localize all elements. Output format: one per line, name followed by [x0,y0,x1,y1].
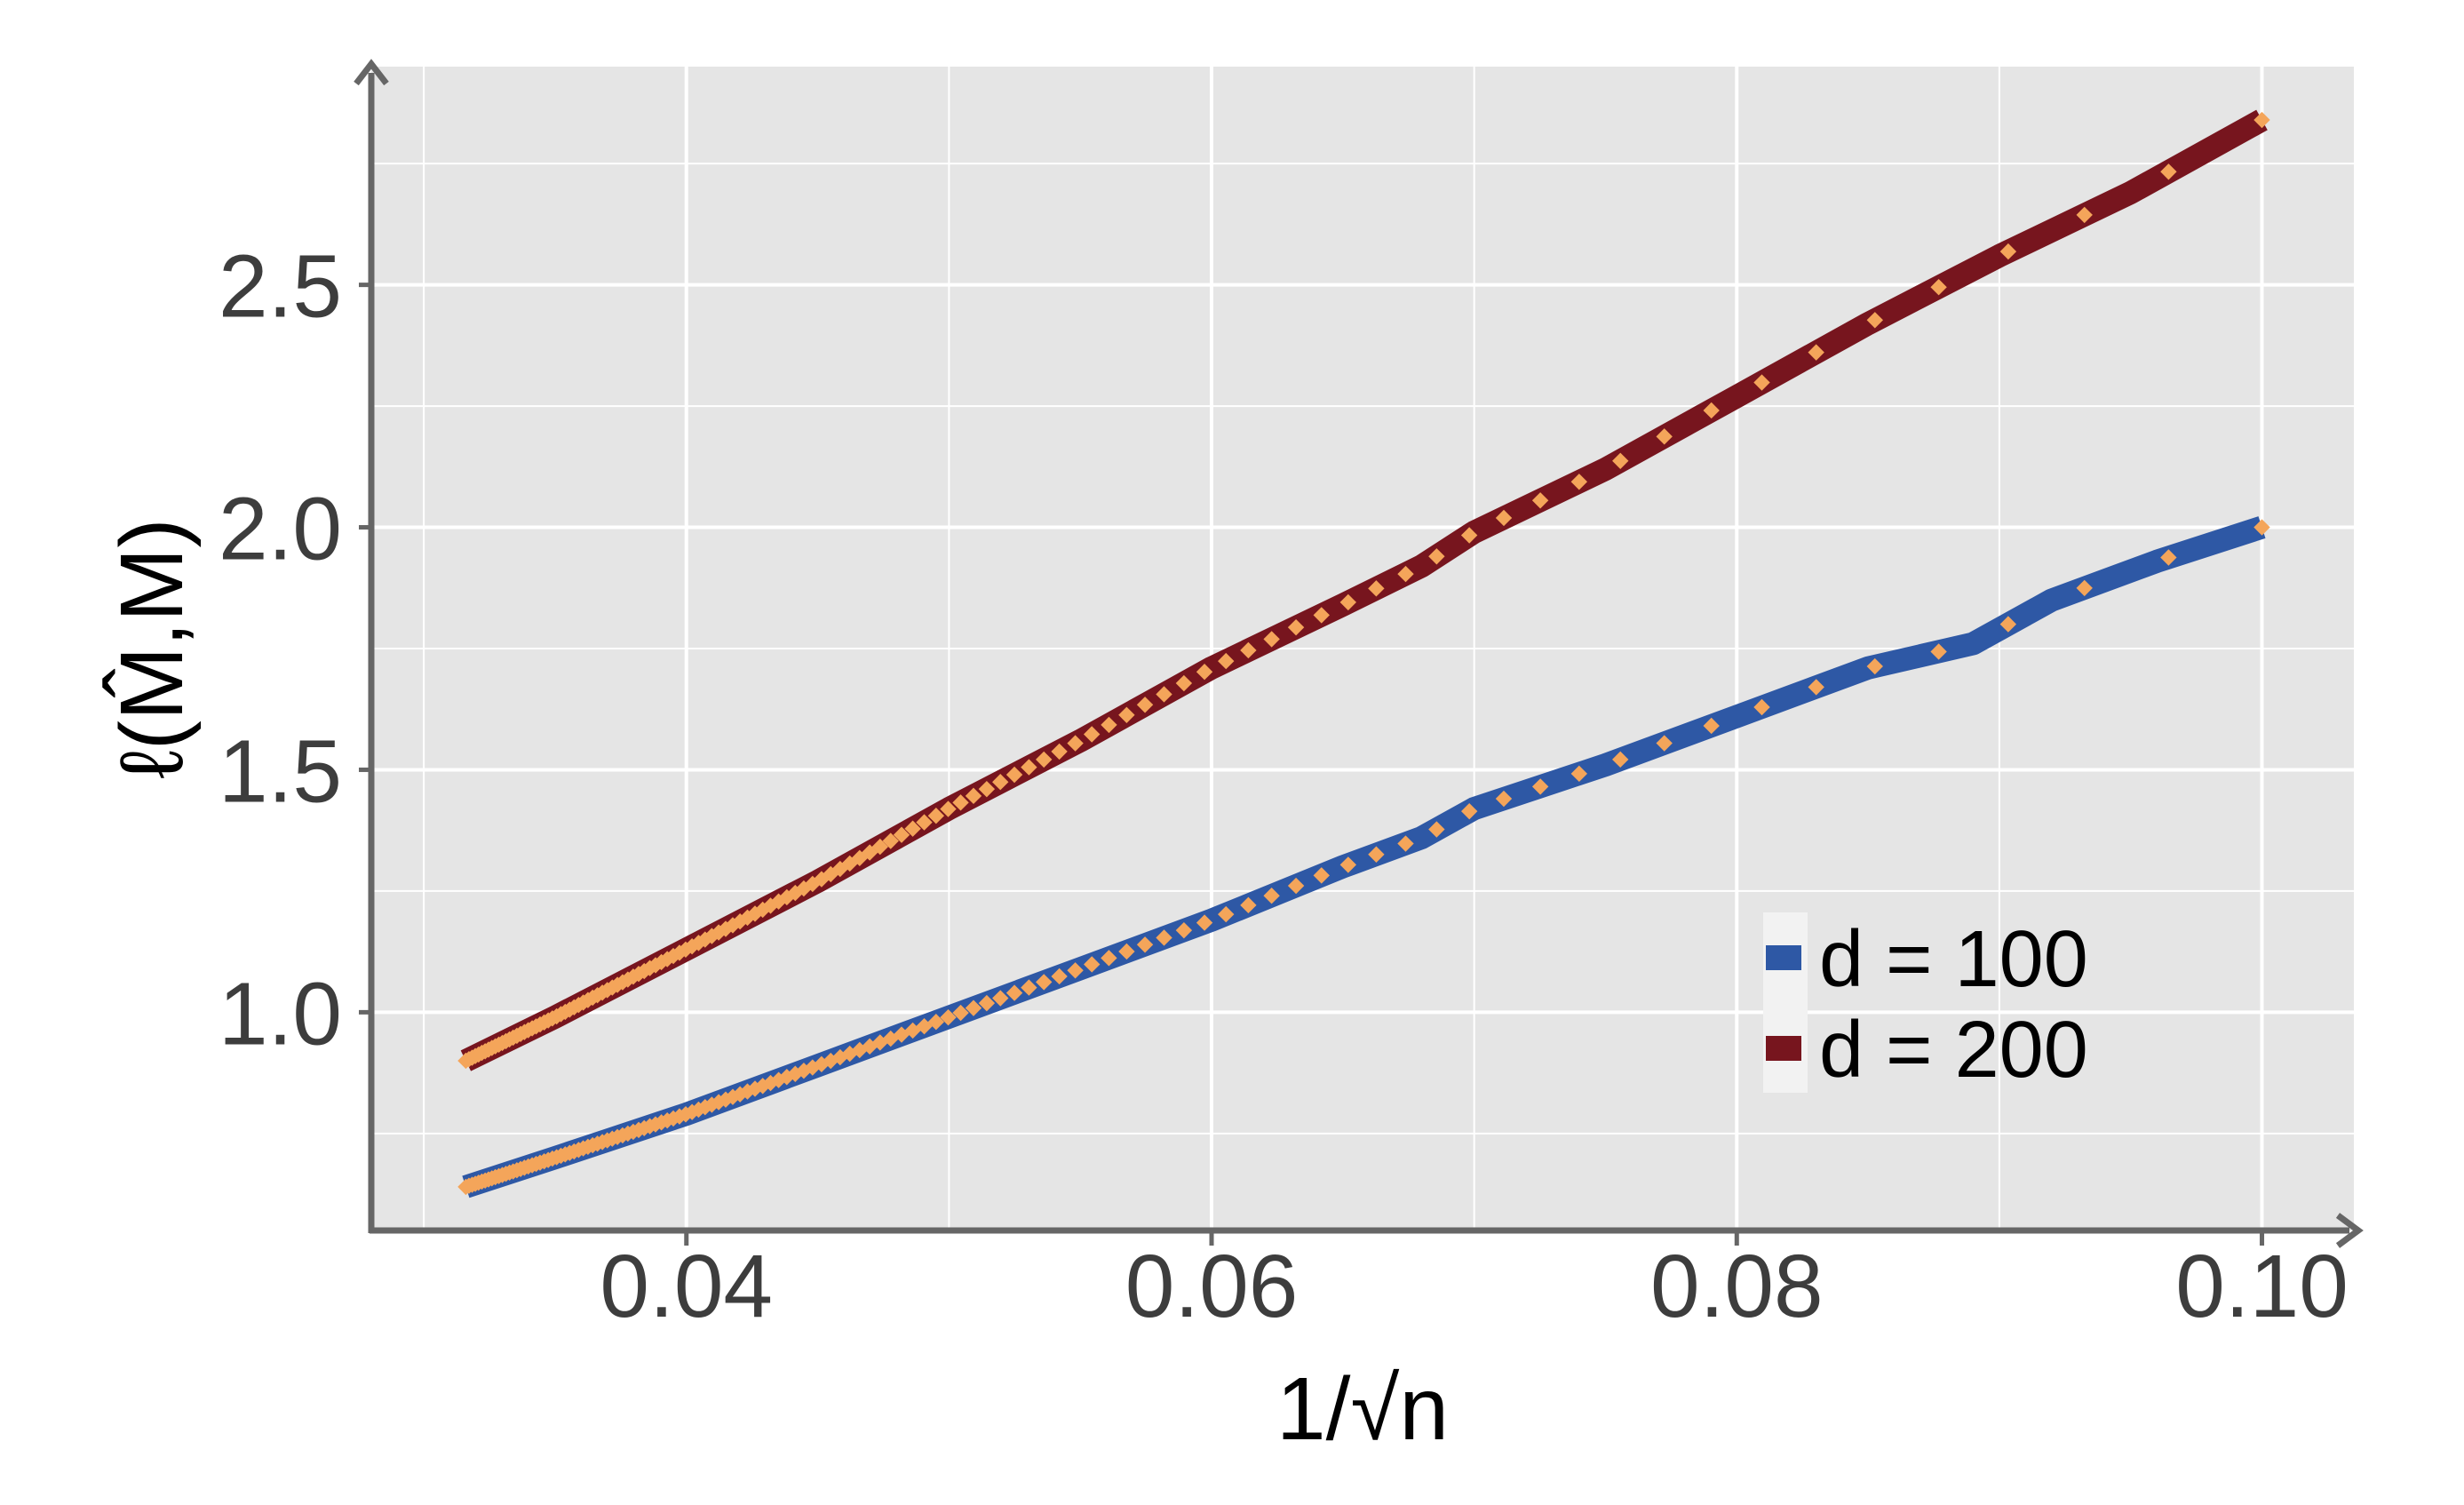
data-point [927,1014,945,1031]
data-point [1084,956,1101,973]
data-point [1428,821,1445,838]
x-tick-label: 0.10 [2175,1237,2349,1336]
legend-swatch-1 [1766,945,1801,970]
data-point [904,820,921,837]
data-point [1460,527,1478,544]
data-point [1101,950,1117,967]
x-tick-label: 0.04 [600,1237,773,1336]
legend-label-1: d = 100 [1819,915,2088,1004]
data-point [1175,674,1193,692]
y-tick-labels: 1.0 1.5 2.0 2.5 [219,237,370,1063]
data-point [1021,979,1037,996]
data-point [1051,743,1068,760]
data-point [1175,921,1193,939]
data-point [1930,643,1947,660]
data-point [1703,717,1720,735]
data-point [1218,652,1235,670]
data-point [992,990,1009,1007]
data-point [1656,735,1673,752]
data-point [1036,974,1053,991]
data-point [1531,778,1549,795]
data-point [1656,428,1673,445]
data-point [1118,706,1135,723]
y-axis-title: ℓ(M̂,M) [102,518,202,778]
data-point [2076,206,2093,224]
data-point [893,826,910,843]
data-point [952,1004,969,1022]
x-tick-labels: 0.04 0.06 0.08 0.10 [600,1233,2349,1336]
data-point [1005,984,1023,1001]
data-point [1067,735,1084,752]
data-point [1196,664,1213,681]
data-point [1461,802,1478,820]
data-point [978,780,996,798]
data-point [1101,716,1117,734]
data-point [1287,618,1305,636]
data-point [1866,657,1883,675]
data-point [1368,846,1385,863]
data-point [978,994,996,1012]
x-axis-title: 1/√n [1276,1359,1449,1459]
data-point [1570,765,1588,783]
data-point [1067,962,1084,979]
data-point [1397,565,1414,583]
data-point [1313,607,1330,624]
data-point [1339,593,1356,611]
data-point [1397,835,1414,852]
legend-swatch-2 [1766,1036,1801,1061]
data-point [1703,402,1720,419]
data-point [1495,790,1513,808]
y-tick-label: 2.0 [219,480,342,579]
x-tick-label: 0.06 [1125,1237,1299,1336]
data-point [1368,580,1385,597]
series-markers [457,111,2270,1196]
data-point [992,774,1009,791]
data-point [1808,344,1824,361]
data-point [1612,751,1629,768]
data-point [1156,929,1172,946]
grid-minor [371,67,2354,1230]
x-tick-label: 0.08 [1650,1237,1824,1336]
grid-major [371,67,2354,1230]
legend-key-background [1763,912,1808,1093]
data-point [1612,452,1629,469]
y-tick-label: 2.5 [219,237,342,337]
data-point [1136,697,1154,713]
data-point [916,814,933,831]
data-point [871,838,888,856]
legend-label-2: d = 200 [1819,1006,2088,1095]
data-point [1531,492,1549,509]
data-point [1083,726,1101,743]
data-point [1495,509,1513,527]
data-point [1263,888,1280,904]
data-point [927,808,945,824]
axes [354,59,2364,1248]
data-point [1428,548,1445,565]
data-point [1999,616,2017,633]
y-axis-arrow [354,59,389,86]
data-point [1036,751,1053,768]
data-point [1240,896,1257,914]
data-point [1196,914,1213,931]
y-tick-label: 1.5 [219,721,342,821]
data-point [1021,759,1037,776]
y-tick-label: 1.0 [219,964,342,1063]
x-axis-arrow [2335,1213,2364,1248]
data-point [1313,867,1330,884]
data-point [1339,856,1357,873]
data-point [1218,905,1235,923]
data-point [940,800,957,817]
data-point [1287,877,1305,895]
data-point [1263,631,1280,648]
data-point [1051,968,1068,985]
data-point [1136,936,1154,953]
